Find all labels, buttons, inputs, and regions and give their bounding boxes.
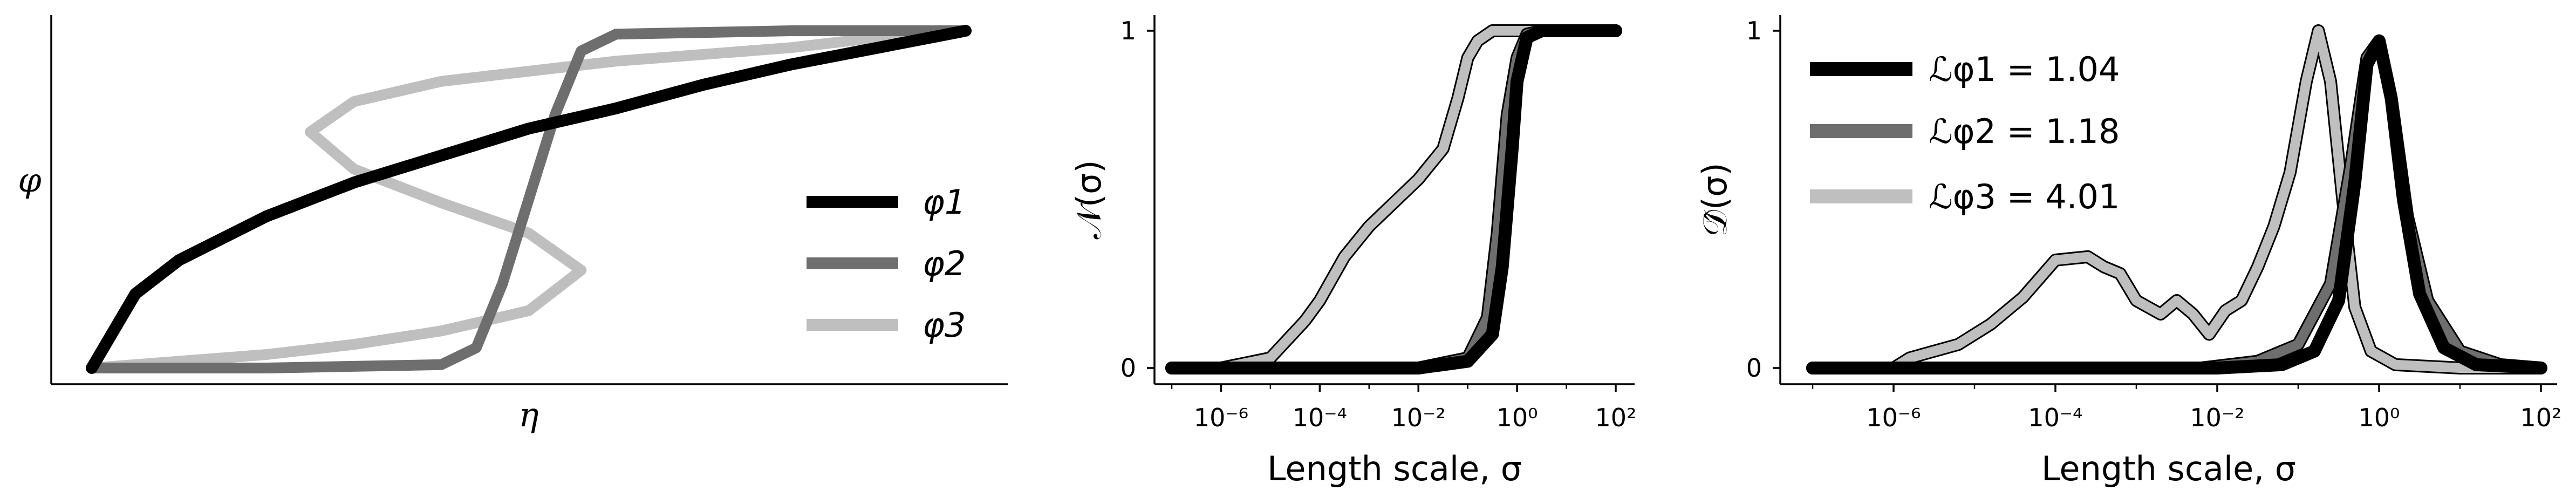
panel3-series-1 bbox=[1808, 36, 2546, 373]
panel1-series-phi1 bbox=[86, 25, 972, 374]
panel2-ticks: 10⁻⁶ 10⁻⁴ 10⁻² 10⁰ 10² bbox=[1171, 384, 1637, 432]
panel3-xtick-label-2: 10⁻² bbox=[2190, 403, 2244, 432]
panel3-legend: ℒφ1 = 1.04 ℒφ2 = 1.18 ℒφ3 = 4.01 bbox=[1810, 50, 2120, 216]
panel2-xtick-label-3: 10⁰ bbox=[1497, 403, 1538, 432]
legend-L3-label: ℒφ3 = 4.01 bbox=[1929, 177, 2120, 216]
panel2-lines bbox=[1165, 24, 1622, 374]
panel2-xtick-label-2: 10⁻² bbox=[1391, 403, 1446, 432]
panel1-ylabel: φ bbox=[18, 160, 42, 200]
panel3-xlabel: Length scale, σ bbox=[2041, 449, 2296, 488]
legend-phi1-label: φ1 bbox=[923, 182, 966, 222]
panel2-xtick-label-4: 10² bbox=[1595, 403, 1637, 432]
panel-phi-vs-eta: η φ φ1 φ2 φ3 bbox=[18, 15, 1008, 434]
legend-phi3-label: φ3 bbox=[923, 305, 966, 345]
panel2-ytick-label-1: 1 bbox=[1120, 16, 1136, 45]
panel2-series-3 bbox=[1167, 26, 1621, 373]
panel3-xtick-label-1: 10⁻⁴ bbox=[2028, 403, 2082, 432]
panel-d-sigma: 10⁻⁶ 10⁻⁴ 10⁻² 10⁰ 10² 0 1 Length scale, σ 𝒟… bbox=[1695, 15, 2561, 488]
panel1-lines bbox=[86, 25, 972, 374]
panel1-series-phi3 bbox=[86, 25, 971, 373]
panel3-ylabel: 𝒟̂(σ) bbox=[1695, 162, 1734, 236]
panel3-ytick-label-1: 1 bbox=[1746, 16, 1762, 45]
legend-L2-label: ℒφ2 = 1.18 bbox=[1929, 112, 2120, 151]
panel3-ticks: 10⁻⁶ 10⁻⁴ 10⁻² 10⁰ 10² bbox=[1812, 384, 2562, 432]
panel1-series-phi2 bbox=[86, 25, 971, 373]
panel1-legend: φ1 φ2 φ3 bbox=[807, 182, 966, 345]
panel-n-sigma: 10⁻⁶ 10⁻⁴ 10⁻² 10⁰ 10² 0 1 Length scale, σ 𝒩… bbox=[1069, 15, 1636, 488]
legend-phi2-label: φ2 bbox=[923, 244, 966, 283]
legend-L1-label: ℒφ1 = 1.04 bbox=[1929, 50, 2120, 89]
panel3-xtick-label-4: 10² bbox=[2520, 403, 2562, 432]
panel2-ylabel: 𝒩(σ) bbox=[1069, 160, 1109, 239]
panel3-xtick-label-0: 10⁻⁶ bbox=[1866, 403, 1921, 432]
panel2-ytick-label-0: 0 bbox=[1120, 353, 1136, 383]
panel3-ytick-label-0: 0 bbox=[1746, 353, 1762, 383]
panel3-lines bbox=[1806, 24, 2547, 374]
panel2-xtick-label-1: 10⁻⁴ bbox=[1293, 403, 1347, 432]
panel3-xtick-label-3: 10⁰ bbox=[2359, 403, 2400, 432]
panel1-xlabel: η bbox=[518, 395, 538, 434]
panel2-xtick-label-0: 10⁻⁶ bbox=[1194, 403, 1248, 432]
panel2-series-1 bbox=[1167, 26, 1621, 373]
panel2-xlabel: Length scale, σ bbox=[1267, 449, 1522, 488]
